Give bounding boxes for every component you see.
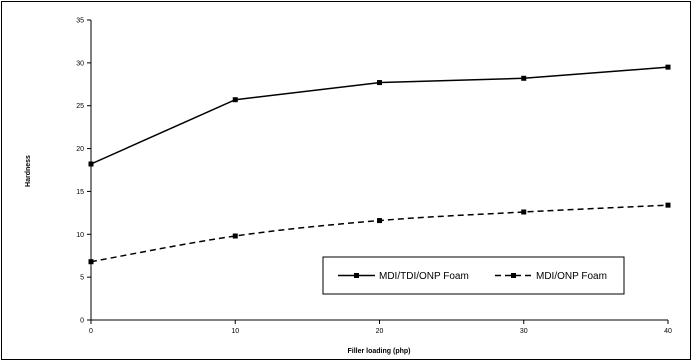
data-point-2 bbox=[232, 233, 238, 239]
data-point-1 bbox=[88, 161, 94, 167]
legend-items: MDI/TDI/ONP Foam MDI/ONP Foam bbox=[338, 271, 607, 282]
x-tick-label: 30 bbox=[520, 328, 528, 335]
legend-label-1: MDI/TDI/ONP Foam bbox=[379, 271, 469, 282]
y-tick-label: 15 bbox=[76, 189, 84, 196]
y-tick-label: 25 bbox=[76, 103, 84, 110]
legend-label-2: MDI/ONP Foam bbox=[536, 271, 607, 282]
data-point-2 bbox=[521, 209, 527, 215]
y-tick-label: 0 bbox=[80, 318, 84, 325]
data-point-2 bbox=[665, 202, 671, 208]
x-axis-title: Filler loading (php) bbox=[348, 348, 411, 355]
y-tick-label: 20 bbox=[76, 146, 84, 153]
y-tick-label: 5 bbox=[80, 275, 84, 282]
data-point-2 bbox=[88, 259, 94, 265]
y-ticks: 0 5 10 15 20 25 30 35 bbox=[76, 18, 91, 325]
data-point-1 bbox=[377, 80, 382, 86]
y-axis-title: Hardness bbox=[25, 155, 32, 187]
data-point-1 bbox=[665, 64, 671, 70]
plot-area: 0 5 10 15 20 25 30 35 0 10 20 30 40 bbox=[76, 18, 672, 336]
series-layer bbox=[88, 64, 671, 265]
y-tick-label: 10 bbox=[76, 232, 84, 239]
data-point-1 bbox=[232, 97, 238, 103]
data-point-2 bbox=[377, 218, 382, 224]
x-ticks: 0 10 20 30 40 bbox=[89, 320, 672, 335]
x-tick-label: 20 bbox=[376, 328, 384, 335]
y-tick-label: 30 bbox=[76, 60, 84, 67]
x-tick-label: 0 bbox=[89, 328, 93, 335]
data-point-1 bbox=[521, 75, 527, 81]
legend: MDI/TDI/ONP Foam MDI/ONP Foam bbox=[322, 256, 625, 295]
legend-swatch-marker-1 bbox=[354, 273, 359, 278]
legend-swatch-marker-2 bbox=[511, 273, 516, 278]
x-tick-label: 10 bbox=[231, 328, 239, 335]
y-tick-label: 35 bbox=[76, 18, 84, 25]
x-tick-label: 40 bbox=[664, 328, 672, 335]
